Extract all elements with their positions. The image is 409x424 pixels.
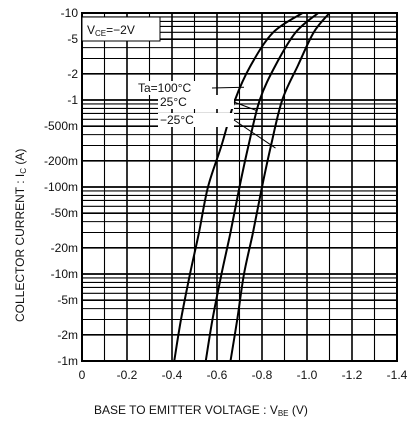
legend-leader-line (211, 86, 245, 89)
y-tick-label: -2m (57, 328, 78, 342)
condition-box: VCE=−2V (81, 16, 161, 42)
grid (82, 13, 397, 361)
y-tick-label: -100m (44, 180, 78, 194)
y-tick-label: -1m (57, 354, 78, 368)
x-tick-label: -1.4 (387, 368, 408, 382)
y-tick-label: -10m (51, 267, 78, 281)
y-tick-label: -20m (51, 241, 78, 255)
y-tick-label: -2 (67, 67, 78, 81)
x-tick-label: 0 (79, 368, 86, 382)
condition-label: VCE=−2V (87, 23, 135, 38)
x-tick-label: -0.6 (207, 368, 228, 382)
y-tick-label: -200m (44, 154, 78, 168)
legend-label-background (158, 95, 234, 109)
y-tick-label: -5 (67, 32, 78, 46)
legend-label: −25°C (160, 113, 194, 127)
series-layer (173, 12, 331, 362)
y-tick-label: -1 (67, 93, 78, 107)
legend-label-background (158, 113, 234, 127)
legend-label-background (136, 81, 212, 95)
tick-labels: -10 -5 -2 -1 -500m -200m -100m -50m -20m -10m -5m -… (44, 6, 408, 382)
x-axis-label: BASE TO EMITTER VOLTAGE : VBE (V) (94, 403, 308, 418)
y-tick-label: -5m (57, 293, 78, 307)
y-tick-label: -10 (61, 6, 79, 20)
plot-border (81, 12, 398, 362)
series-line-2 (229, 12, 331, 362)
x-tick-label: -1.2 (342, 368, 363, 382)
series-line-0 (173, 12, 304, 362)
legend-leader-line (233, 119, 276, 149)
x-tick-label: -0.4 (162, 368, 183, 382)
legend: Ta=100°C25°C −25°C (136, 81, 276, 149)
legend-label: Ta=100°C (138, 81, 192, 95)
x-tick-label: -0.8 (252, 368, 273, 382)
legend-leader-line (233, 101, 258, 112)
y-tick-label: -50m (51, 206, 78, 220)
series-line-1 (204, 12, 319, 362)
x-tick-label: -1.0 (297, 368, 318, 382)
y-tick-label: -500m (44, 119, 78, 133)
y-axis-label: COLLECTOR CURRENT : IC (A) (13, 149, 28, 322)
x-tick-label: -0.2 (117, 368, 138, 382)
legend-label: 25°C (160, 95, 187, 109)
